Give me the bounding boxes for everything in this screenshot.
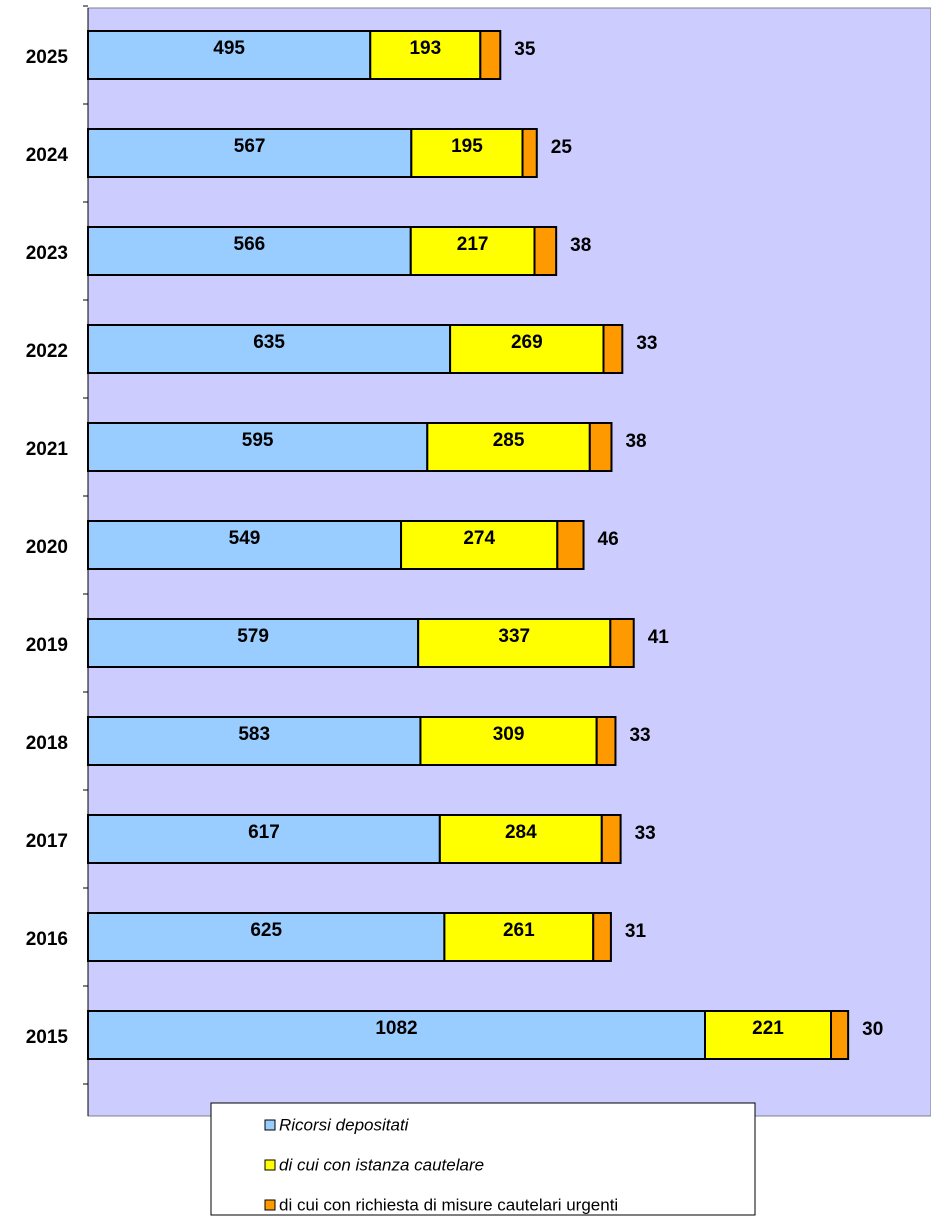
bar-segment [602,324,624,374]
bar-segment [87,226,412,276]
legend-swatch [264,1199,276,1211]
data-label: 284 [505,822,537,843]
data-label: 635 [253,332,285,353]
bar-segment [419,716,598,766]
data-label: 46 [598,529,619,550]
legend-label: di cui con richiesta di misure cautelari… [279,1195,618,1214]
data-label: 33 [629,725,650,746]
bar-segment [521,128,538,178]
y-tick-label: 2019 [26,635,68,656]
data-label: 625 [250,920,282,941]
bar-segment [409,226,536,276]
bar-segment [417,618,612,668]
y-tick-label: 2021 [26,439,69,460]
bar-segment [438,814,603,864]
data-label: 274 [463,528,495,549]
y-tick-label: 2025 [26,47,69,68]
bar-segment [87,422,429,472]
y-tick-label: 2024 [26,145,69,166]
data-label: 25 [551,137,573,158]
y-tick-label: 2017 [26,831,68,852]
data-label: 31 [625,921,647,942]
legend-swatch [264,1119,276,1131]
data-label: 38 [625,431,646,452]
data-label: 30 [862,1019,883,1040]
y-tick-label: 2015 [26,1027,69,1048]
y-tick-label: 2016 [26,929,68,950]
data-label: 221 [752,1018,784,1039]
bar-segment [595,716,617,766]
y-tick-label: 2018 [26,733,68,754]
bar-segment [704,1010,833,1060]
bar-segment [87,324,452,374]
data-label: 261 [503,920,535,941]
bar-segment [556,520,585,570]
data-label: 617 [248,822,280,843]
data-label: 567 [234,136,266,157]
data-label: 337 [498,626,530,647]
data-label: 285 [493,430,525,451]
y-tick-label: 2020 [26,537,68,558]
bar-segment [449,324,605,374]
data-label: 549 [229,528,261,549]
data-label: 217 [457,234,489,255]
bar-segment [588,422,613,472]
bar-segment [600,814,622,864]
bar-segment [592,912,612,962]
bar-segment [87,716,422,766]
legend-swatch [264,1159,276,1171]
data-label: 195 [451,136,483,157]
y-tick-label: 2023 [26,243,68,264]
data-label: 1082 [375,1018,417,1039]
data-label: 595 [242,430,274,451]
bar-segment [87,1010,706,1060]
bar-segment [533,226,558,276]
data-label: 269 [511,332,543,353]
data-label: 495 [213,38,245,59]
bar-segment [426,422,591,472]
data-label: 583 [238,724,270,745]
legend-label: di cui con istanza cautelare [279,1155,484,1174]
data-label: 309 [493,724,525,745]
bar-segment [479,30,502,80]
data-label: 35 [514,39,536,60]
bar-segment [830,1010,850,1060]
bar-segment [609,618,635,668]
data-label: 579 [237,626,269,647]
data-label: 41 [648,627,670,648]
y-tick-label: 2022 [26,341,68,362]
legend-label: Ricorsi depositati [279,1115,410,1134]
data-label: 38 [570,235,591,256]
data-label: 566 [234,234,266,255]
legend [210,1102,756,1216]
data-label: 33 [636,333,657,354]
data-label: 33 [635,823,656,844]
bar-segment [443,912,595,962]
data-label: 193 [409,38,441,59]
bar-segment [369,30,482,80]
bar-segment [87,814,441,864]
